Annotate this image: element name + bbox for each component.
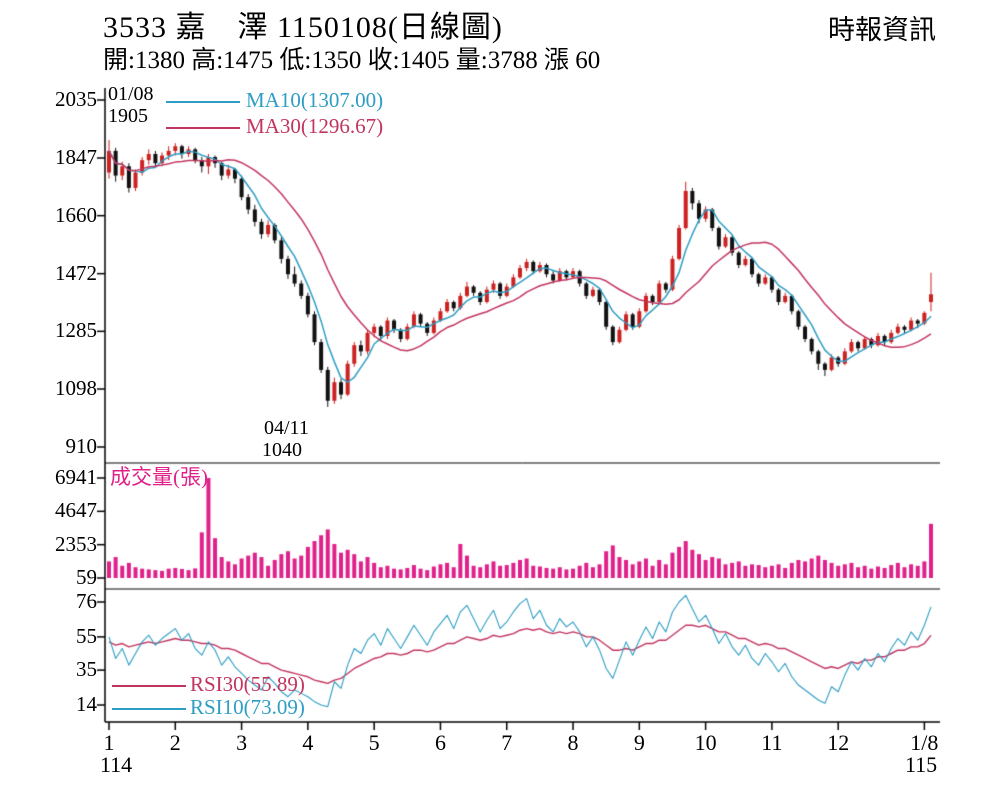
data-vendor: 時報資訊 (828, 15, 936, 45)
annotation-low-date: 04/11 (264, 417, 309, 439)
rsi30-legend: RSI30(55.89) (190, 672, 305, 696)
annotation-high-date: 01/08 (108, 83, 154, 105)
ma30-legend: MA30(1296.67) (246, 114, 384, 138)
chart-title: 3533 嘉 澤 1150108(日線圖) (103, 11, 503, 44)
volume-pane-label: 成交量(張) (110, 465, 208, 489)
ohlc-summary: 開:1380 高:1475 低:1350 收:1405 量:3788 漲 60 (103, 47, 601, 74)
ma10-legend: MA10(1307.00) (246, 88, 384, 112)
ma10-legend-swatch (166, 101, 240, 103)
ma30-legend-swatch (166, 127, 240, 129)
annotation-high-price: 1905 (108, 105, 148, 127)
rsi10-legend: RSI10(73.09) (190, 695, 305, 719)
annotation-low-price: 1040 (262, 439, 302, 461)
rsi30-legend-swatch (112, 685, 186, 687)
rsi10-legend-swatch (112, 708, 186, 710)
